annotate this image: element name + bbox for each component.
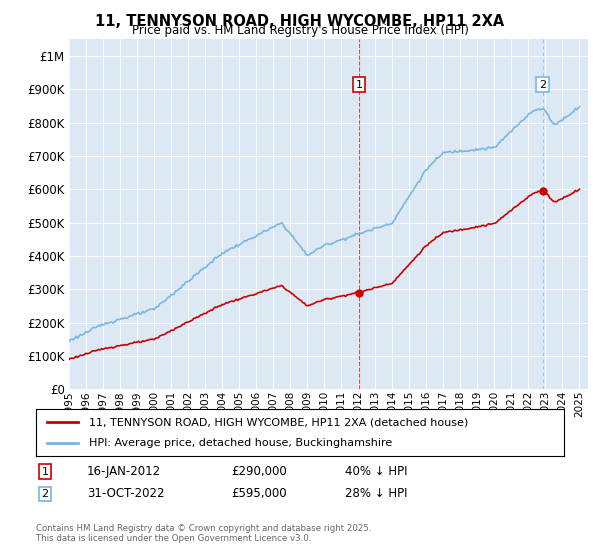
Text: 1: 1 bbox=[355, 80, 362, 90]
Text: 1: 1 bbox=[41, 466, 49, 477]
Text: 28% ↓ HPI: 28% ↓ HPI bbox=[345, 487, 407, 501]
Text: Contains HM Land Registry data © Crown copyright and database right 2025.
This d: Contains HM Land Registry data © Crown c… bbox=[36, 524, 371, 543]
Text: £595,000: £595,000 bbox=[231, 487, 287, 501]
Text: £290,000: £290,000 bbox=[231, 465, 287, 478]
Text: 2: 2 bbox=[41, 489, 49, 499]
Text: 11, TENNYSON ROAD, HIGH WYCOMBE, HP11 2XA: 11, TENNYSON ROAD, HIGH WYCOMBE, HP11 2X… bbox=[95, 14, 505, 29]
Text: HPI: Average price, detached house, Buckinghamshire: HPI: Average price, detached house, Buck… bbox=[89, 438, 392, 448]
Text: 2: 2 bbox=[539, 80, 546, 90]
Text: 40% ↓ HPI: 40% ↓ HPI bbox=[345, 465, 407, 478]
Text: 16-JAN-2012: 16-JAN-2012 bbox=[87, 465, 161, 478]
Text: 11, TENNYSON ROAD, HIGH WYCOMBE, HP11 2XA (detached house): 11, TENNYSON ROAD, HIGH WYCOMBE, HP11 2X… bbox=[89, 417, 468, 427]
Text: Price paid vs. HM Land Registry's House Price Index (HPI): Price paid vs. HM Land Registry's House … bbox=[131, 24, 469, 36]
Text: 31-OCT-2022: 31-OCT-2022 bbox=[87, 487, 164, 501]
